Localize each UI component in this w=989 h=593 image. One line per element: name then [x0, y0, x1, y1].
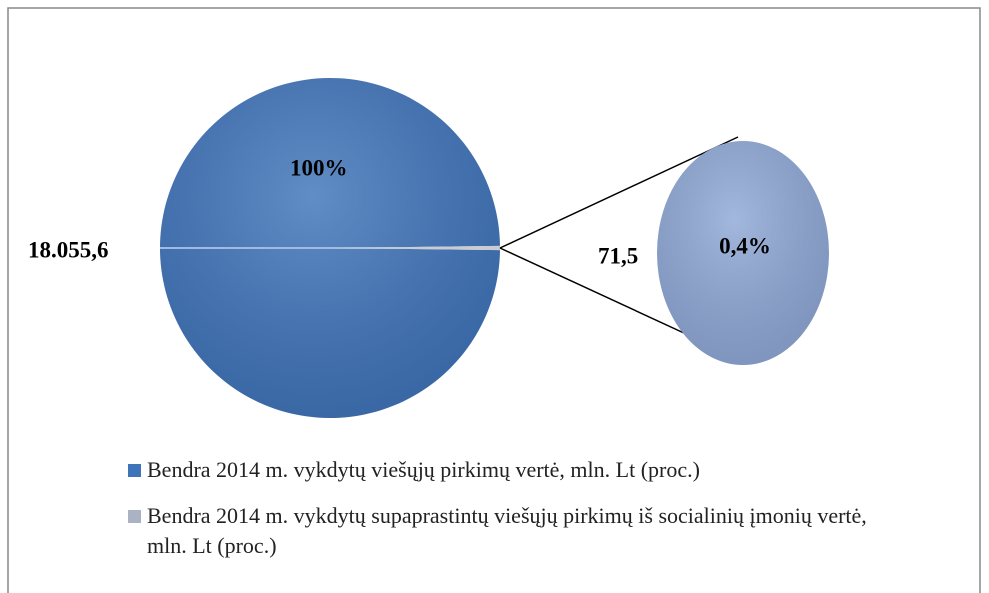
legend-swatch — [128, 510, 141, 523]
pie-slice — [330, 245, 500, 251]
value-label: 18.055,6 — [28, 237, 109, 262]
frame — [7, 7, 981, 593]
value-label: 71,5 — [598, 243, 638, 268]
percent-label: 0,4% — [719, 233, 771, 258]
legend-swatch — [128, 464, 141, 477]
legend-item: Bendra 2014 m. vykdytų viešųjų pirkimų v… — [128, 455, 908, 485]
connector — [499, 136, 739, 249]
legend-label: Bendra 2014 m. vykdytų supaprastintų vie… — [147, 503, 867, 558]
legend: Bendra 2014 m. vykdytų viešųjų pirkimų v… — [128, 455, 908, 577]
legend-label: Bendra 2014 m. vykdytų viešųjų pirkimų v… — [147, 457, 700, 482]
pie-shading — [657, 141, 829, 365]
legend-item: Bendra 2014 m. vykdytų supaprastintų vie… — [128, 501, 908, 561]
percent-label: 100% — [290, 155, 348, 180]
